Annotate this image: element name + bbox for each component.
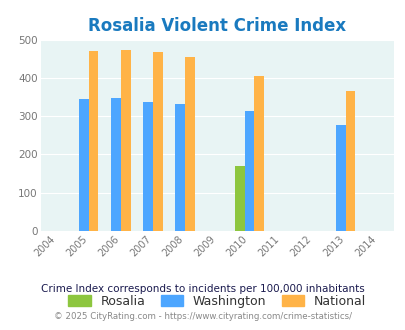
Text: © 2025 CityRating.com - https://www.cityrating.com/crime-statistics/: © 2025 CityRating.com - https://www.city… [54, 313, 351, 321]
Bar [153, 52, 162, 231]
Bar [175, 104, 185, 231]
Bar [185, 57, 194, 231]
Bar [79, 99, 89, 231]
Bar [345, 91, 354, 231]
Bar [121, 50, 130, 231]
Legend: Rosalia, Washington, National: Rosalia, Washington, National [68, 295, 365, 308]
Bar [254, 76, 263, 231]
Title: Rosalia Violent Crime Index: Rosalia Violent Crime Index [88, 17, 345, 35]
Bar [143, 102, 153, 231]
Text: Crime Index corresponds to incidents per 100,000 inhabitants: Crime Index corresponds to incidents per… [41, 284, 364, 294]
Bar [234, 166, 244, 231]
Bar [89, 51, 98, 231]
Bar [111, 98, 121, 231]
Bar [335, 125, 345, 231]
Bar [244, 111, 254, 231]
